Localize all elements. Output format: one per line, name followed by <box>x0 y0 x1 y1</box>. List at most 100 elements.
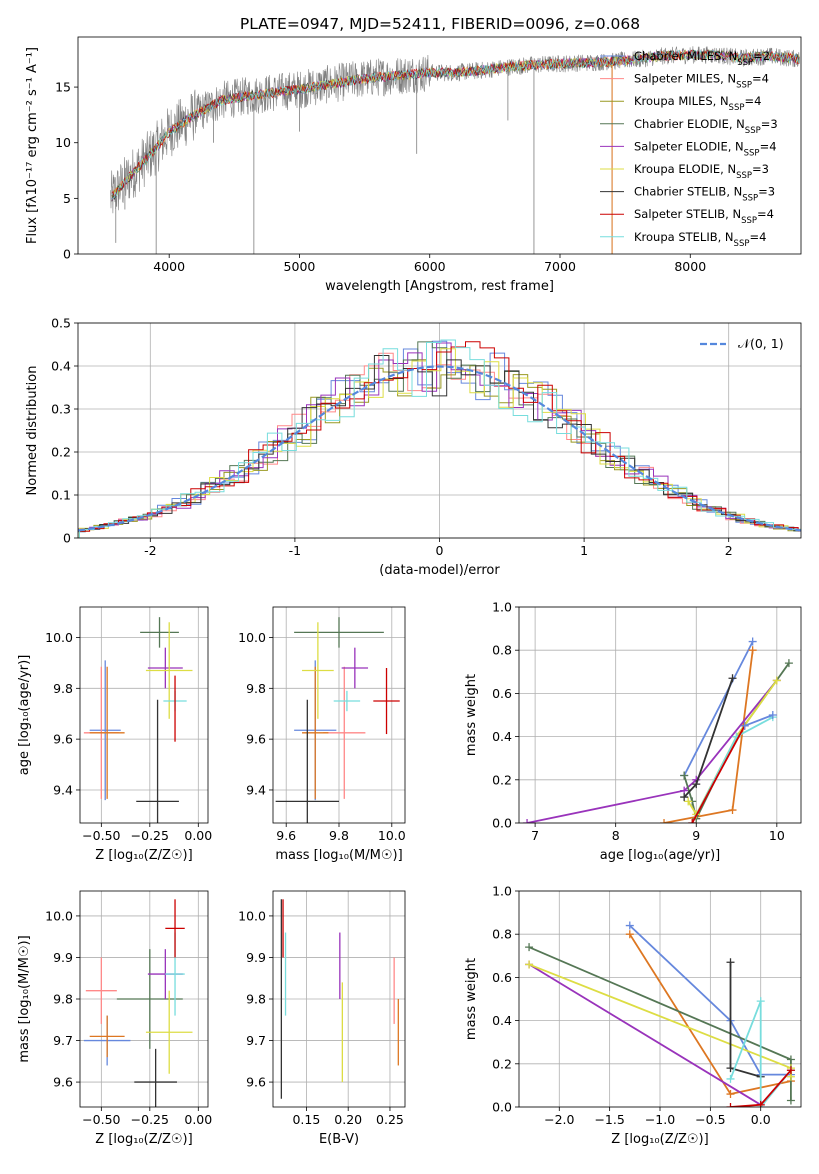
model-fit-line <box>111 49 800 196</box>
plus-marker <box>768 711 777 719</box>
y-tick-label: 10.0 <box>238 908 266 923</box>
plus-marker <box>680 793 689 802</box>
mass-vs-metallicity-panel: −0.50 −0.25 0.00 9.6 9.7 9.8 9.9 10.0 Z [log₁₀(Z… <box>17 890 212 1147</box>
y-tick-label: 9.4 <box>53 782 73 797</box>
legend-label: Kroupa ELODIE, NSSP=3 <box>634 162 769 181</box>
x-tick-label: 0.00 <box>184 828 212 843</box>
y-tick-label: 0.6 <box>492 970 512 985</box>
x-tick-label: 10 <box>769 828 785 843</box>
x-axis-label: E(B-V) <box>319 1132 359 1147</box>
legend-subscript: SSP <box>734 239 750 249</box>
legend-subscript: SSP <box>737 58 753 68</box>
legend-suffix: =3 <box>752 162 769 176</box>
plus-marker <box>784 659 793 668</box>
y-tick-label: 9.7 <box>246 1033 266 1048</box>
legend-subscript: SSP <box>736 171 752 181</box>
y-tick-label: 0.4 <box>492 729 512 744</box>
x-tick-label: −2.0 <box>544 1112 574 1127</box>
plot-area <box>110 46 800 254</box>
axes-frame <box>79 606 209 824</box>
mass-weight-series <box>683 641 754 776</box>
y-tick-label: 10 <box>55 135 71 150</box>
spectrum-title: PLATE=0947, MJD=52411, FIBERID=0096, z=0… <box>240 15 640 33</box>
y-tick-label: 0.3 <box>51 402 71 417</box>
x-tick-label: 4000 <box>153 259 185 274</box>
x-axis-label: wavelength [Angstrom, rest frame] <box>325 279 554 294</box>
plus-marker <box>726 958 735 967</box>
legend-label: Salpeter ELODIE, NSSP=4 <box>634 139 777 158</box>
legend-suffix: =3 <box>761 117 778 131</box>
y-tick-label: 0.2 <box>51 445 71 460</box>
plus-marker <box>625 930 634 939</box>
x-tick-label: −0.50 <box>82 1112 120 1127</box>
y-tick-label: 0.4 <box>51 359 71 374</box>
mass-weight-series <box>526 679 778 823</box>
mass-weight-vs-metallicity-panel: −2.0 −1.5 −1.0 −0.5 0.0 0.0 0.2 0.4 0.6 0.8 1.0 Z [… <box>464 884 802 1147</box>
plus-marker <box>756 1100 765 1107</box>
spectrum-panel: 4000 5000 6000 7000 8000 0 5 10 15 wavelength [An… <box>25 36 802 294</box>
x-axis-label: Z [log₁₀(Z/Z☉)] <box>95 848 192 863</box>
y-tick-label: 0.4 <box>492 1013 512 1028</box>
legend-subscript: SSP <box>742 194 758 204</box>
y-tick-label: 9.8 <box>246 681 266 696</box>
x-tick-label: 8000 <box>674 259 706 274</box>
plus-marker <box>726 1103 735 1107</box>
x-tick-label: −1.0 <box>645 1112 675 1127</box>
legend-label: Kroupa MILES, NSSP=4 <box>634 94 761 113</box>
x-tick-label: −1.5 <box>594 1112 624 1127</box>
histogram-series <box>78 341 801 532</box>
y-tick-label: 9.6 <box>246 1075 266 1090</box>
plus-marker <box>625 921 634 930</box>
x-tick-label: −0.25 <box>131 828 169 843</box>
axes-frame <box>518 890 802 1108</box>
y-axis-label: age [log₁₀(age/yr)] <box>17 655 32 776</box>
y-tick-label: 9.9 <box>53 950 73 965</box>
y-axis-label: mass [log₁₀(M/M☉)] <box>17 935 32 1062</box>
legend-label: Chabrier STELIB, NSSP=3 <box>634 185 775 204</box>
y-axis-label: mass weight <box>464 958 479 1040</box>
y-tick-label: 0.5 <box>51 316 71 331</box>
legend-label: Salpeter MILES, NSSP=4 <box>634 72 769 91</box>
mass-weight-series <box>691 725 746 823</box>
y-tick-label: 1.0 <box>492 884 512 899</box>
legend-suffix: =4 <box>749 230 766 244</box>
y-tick-label: 10.0 <box>45 908 73 923</box>
x-axis-label: age [log₁₀(age/yr)] <box>600 848 721 863</box>
x-tick-label: 0 <box>436 543 444 558</box>
y-tick-label: 9.6 <box>53 1075 73 1090</box>
legend-label: Chabrier ELODIE, NSSP=3 <box>634 117 778 136</box>
axes-frame <box>77 322 802 539</box>
plus-marker <box>756 997 765 1006</box>
y-tick-label: 0.2 <box>492 1056 512 1071</box>
age-vs-mass-panel: 9.6 9.8 10.0 9.4 9.6 9.8 10.0 mass [log₁₀(M/M☉)… <box>238 606 406 863</box>
legend-label: Chabrier MILES, NSSP=2 <box>634 49 770 68</box>
legend-label: Kroupa STELIB, NSSP=4 <box>634 230 766 249</box>
x-axis-label: Z [log₁₀(Z/Z☉)] <box>611 1132 708 1147</box>
plot-area <box>83 617 193 823</box>
y-tick-label: 0 <box>63 247 71 262</box>
y-axis-label: Flux [fλ10⁻¹⁷ erg cm⁻² s⁻¹ A⁻¹] <box>25 47 40 244</box>
plus-marker <box>660 819 669 823</box>
y-tick-label: 9.8 <box>53 681 73 696</box>
age-vs-metallicity-panel: −0.50 −0.25 0.00 9.4 9.6 9.8 10.0 Z [log₁₀(Z/Z☉… <box>17 606 212 863</box>
y-tick-label: 10.0 <box>238 630 266 645</box>
legend-subscript: SSP <box>736 81 752 91</box>
y-tick-label: 1.0 <box>492 600 512 615</box>
y-tick-label: 9.6 <box>53 732 73 747</box>
x-tick-label: 2 <box>725 543 733 558</box>
plot-area <box>525 921 795 1107</box>
legend-label: 𝒩(0, 1) <box>738 336 784 351</box>
mass-weight-series <box>744 714 774 727</box>
x-tick-label: 7 <box>531 828 539 843</box>
y-tick-label: 9.9 <box>246 950 266 965</box>
legend-suffix: =2 <box>753 49 770 63</box>
plot-area <box>523 637 793 823</box>
plot-area <box>83 899 193 1107</box>
x-tick-label: -2 <box>144 543 156 558</box>
axes-frame <box>77 36 802 255</box>
plus-marker <box>786 1055 795 1064</box>
axes-frame <box>79 890 209 1108</box>
y-tick-label: 0.0 <box>492 816 512 831</box>
plus-marker <box>728 674 737 683</box>
x-tick-label: 9.8 <box>329 828 349 843</box>
